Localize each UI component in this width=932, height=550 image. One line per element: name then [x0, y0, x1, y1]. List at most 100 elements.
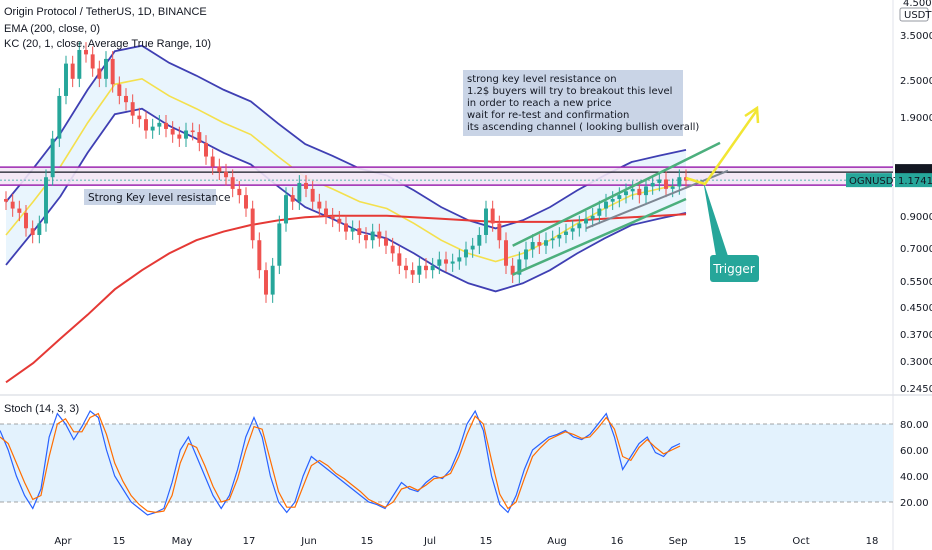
price-badge: [895, 173, 932, 188]
note-line-5: its ascending channel ( looking bullish …: [467, 122, 699, 133]
candle-body: [544, 240, 548, 246]
currency-box: [899, 7, 929, 22]
candle-body: [604, 201, 608, 209]
trigger-box: [710, 255, 759, 282]
price-tick-label: 0.7000: [900, 244, 932, 255]
time-tick-label: Sep: [669, 536, 688, 547]
candle-body: [164, 122, 168, 129]
candle-body: [470, 245, 475, 250]
candle-body: [537, 242, 542, 246]
price-tick-label: 0.2450: [900, 384, 932, 395]
candle-body: [264, 270, 268, 295]
note-line-1: strong key level resistance on: [467, 74, 617, 85]
candle-body: [497, 223, 502, 241]
candle-body: [550, 238, 555, 241]
candle-body: [137, 115, 142, 120]
candle-body: [484, 208, 488, 235]
candlesticks[interactable]: [4, 42, 688, 303]
candle-body: [404, 265, 408, 271]
candle-body: [504, 240, 508, 266]
time-tick-label: May: [172, 536, 193, 547]
candle-body: [37, 223, 42, 235]
stoch-tick-label: 60.00: [900, 446, 929, 457]
candle-body: [450, 261, 455, 264]
candle-body: [664, 179, 668, 189]
candle-body: [90, 54, 95, 69]
candle-body: [444, 259, 448, 264]
note-line-4: wait for re-test and confirmation: [467, 110, 629, 121]
stoch-oscillator: [0, 409, 893, 516]
candle-body: [657, 179, 662, 183]
candle-body: [204, 142, 208, 157]
resistance-label[interactable]: Strong Key level resistance: [84, 189, 230, 205]
candle-body: [517, 259, 522, 275]
candle-body: [630, 188, 635, 192]
analysis-note[interactable]: strong key level resistance on 1.2$ buye…: [463, 70, 699, 136]
candle-body: [430, 265, 435, 271]
price-tick-label: 0.9000: [900, 212, 932, 223]
ema-legend[interactable]: EMA (200, close, 0): [4, 23, 100, 35]
candle-body: [644, 186, 648, 196]
candle-body: [330, 215, 335, 219]
candle-body: [64, 63, 68, 96]
candle-body: [677, 177, 682, 187]
symbol-title[interactable]: Origin Protocol / TetherUS, 1D, BINANCE: [4, 6, 207, 18]
candle-body: [184, 130, 188, 139]
candle-body: [217, 166, 222, 172]
candle-body: [77, 49, 82, 79]
candle-body: [170, 128, 175, 135]
price-badge-text: 1.1741: [898, 176, 932, 187]
time-tick-label: Aug: [547, 536, 567, 547]
projection-arrow[interactable]: [685, 105, 760, 186]
candle-body: [230, 177, 235, 189]
candle-body: [324, 208, 328, 216]
price-tick-label: 0.3000: [900, 357, 932, 368]
ascending-channel[interactable]: [512, 141, 729, 276]
trigger-text: Trigger: [712, 262, 754, 276]
time-tick-label: Oct: [792, 536, 809, 547]
price-tick-label: 1.9000: [900, 113, 932, 124]
note-line-2: 1.2$ buyers will try to breakout this le…: [467, 86, 672, 97]
candle-body: [577, 223, 582, 229]
candle-body: [97, 68, 102, 79]
candle-body: [4, 199, 8, 202]
note-line-3: in order to reach a new price: [467, 98, 612, 109]
stoch-tick-label: 80.00: [900, 420, 929, 431]
candle-body: [610, 199, 615, 202]
price-tick-label: 0.3700: [900, 330, 932, 341]
candle-body: [84, 49, 88, 55]
price-tick-label: 2.5000: [900, 76, 932, 87]
candle-body: [370, 231, 375, 241]
candle-body: [457, 257, 462, 262]
time-tick-label: Jun: [300, 536, 317, 547]
time-tick-label: 16: [611, 536, 624, 547]
time-tick-label: 15: [480, 536, 493, 547]
candle-body: [437, 259, 442, 266]
candle-body: [344, 223, 348, 232]
candle-body: [250, 208, 255, 241]
price-tick-label: 0.5500: [900, 277, 932, 288]
candle-body: [150, 126, 155, 131]
candle-body: [284, 195, 288, 224]
trigger-callout[interactable]: Trigger: [703, 180, 759, 282]
stoch-band-fill: [0, 424, 893, 502]
stoch-tick-label: 40.00: [900, 472, 929, 483]
price-tick-label: 0.4500: [900, 303, 932, 314]
stoch-legend[interactable]: Stoch (14, 3, 3): [4, 403, 80, 415]
stoch-tick-label: 20.00: [900, 498, 929, 509]
time-tick-label: Apr: [54, 536, 72, 547]
kc-legend[interactable]: KC (20, 1, close, Average True Range, 10…: [4, 38, 212, 50]
symbol-badge-text: OGNUSDT: [849, 176, 900, 187]
time-tick-label: 18: [866, 536, 879, 547]
kc-upper-band: [5, 44, 687, 230]
candle-body: [637, 188, 642, 196]
time-tick-label: 15: [734, 536, 747, 547]
trigger-pointer: [703, 180, 728, 256]
candle-body: [190, 130, 195, 133]
candle-body: [624, 191, 628, 196]
candle-body: [104, 58, 108, 79]
candle-body: [670, 186, 675, 189]
candle-body: [477, 234, 482, 246]
candle-body: [570, 228, 575, 232]
